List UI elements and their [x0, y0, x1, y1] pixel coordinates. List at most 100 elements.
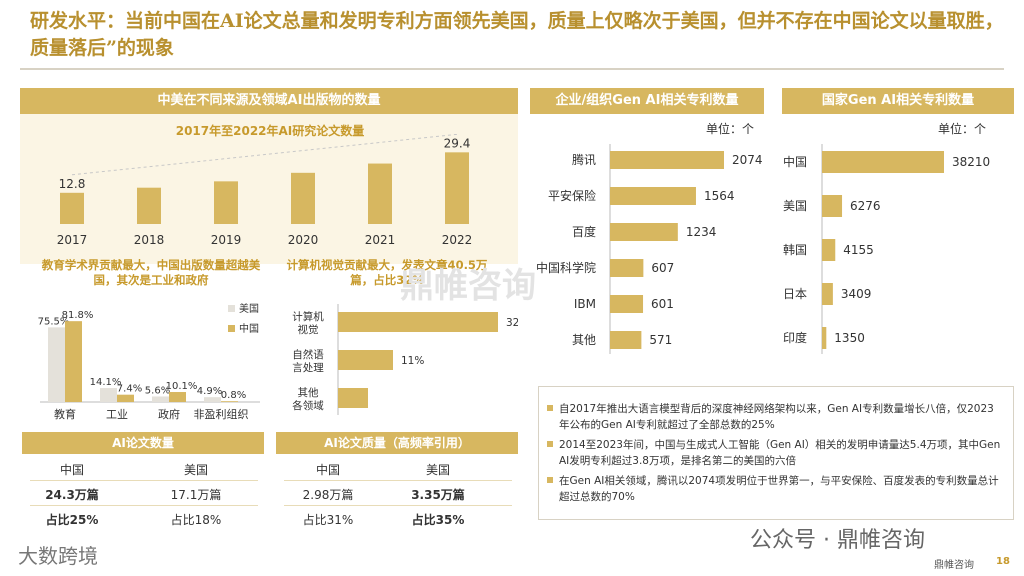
usa-value-label: 4.9% — [197, 386, 222, 397]
corp-tick-label: 其他 — [572, 333, 596, 347]
paper-bar — [368, 163, 392, 224]
china-value-label: 0.8% — [221, 390, 246, 401]
country-value-label: 1350 — [834, 331, 865, 345]
paper-bar — [214, 181, 238, 224]
corp-unit-label: 单位：个 — [706, 122, 755, 136]
year-tick-label: 2018 — [134, 233, 165, 247]
year-tick-label: 2020 — [288, 233, 319, 247]
count-usa-share: 占比18% — [170, 513, 222, 527]
year-tick-label: 2022 — [442, 233, 473, 247]
legend-usa-label: 美国 — [239, 302, 259, 315]
country-tick-label: 日本 — [783, 287, 807, 301]
field-bar — [338, 350, 393, 370]
center-watermark: 鼎帷咨询 — [400, 266, 536, 306]
country-bar — [822, 283, 833, 305]
corp-tick-label: IBM — [574, 297, 596, 311]
count-china-share: 占比25% — [45, 513, 99, 527]
papers-chart-background — [20, 114, 518, 264]
china-bar — [65, 321, 82, 402]
country-tick-label: 印度 — [783, 330, 807, 345]
count-col-usa: 美国 — [183, 463, 208, 477]
corp-bar — [610, 295, 644, 313]
country-value-label: 6276 — [850, 199, 881, 213]
usa-bar — [152, 396, 169, 402]
count-divider-1 — [30, 480, 258, 481]
field-tick-label: 自然语 — [292, 348, 324, 361]
field-tick-label: 计算机 — [292, 310, 324, 323]
category-tick-label: 工业 — [106, 408, 128, 421]
quality-col-china: 中国 — [315, 463, 340, 477]
corp-value-label: 601 — [651, 297, 674, 311]
year-tick-label: 2017 — [57, 233, 88, 247]
corp-bar — [610, 223, 678, 241]
corp-bar — [610, 259, 644, 277]
corp-tick-label: 中国科学院 — [536, 260, 596, 275]
country-bar — [822, 239, 836, 261]
category-tick-label: 教育 — [54, 407, 76, 421]
note-item: 2014至2023年间，中国与生成式人工智能（Gen AI）相关的发明申请量达5… — [547, 437, 1002, 469]
field-value-label: 32% — [506, 317, 518, 329]
usa-value-label: 14.1% — [90, 377, 122, 388]
corp-tick-label: 百度 — [572, 224, 596, 239]
edu-chart: 75.5%81.8% 教育 14.1%7.4% 工业 5.6%10.1% 政府 4.9%0.… — [38, 302, 260, 421]
corp-patent-chart: 腾讯 2074 平安保险 1564 百度 1234 中国科学院 607 IBM 601 其他 571 — [536, 144, 763, 354]
left-panel-header: 中美在不同来源及领域AI出版物的数量 — [20, 88, 518, 114]
corp-value-label: 1234 — [686, 225, 717, 239]
corp-value-label: 1564 — [704, 189, 735, 203]
paper-value-label: 29.4 — [444, 136, 471, 150]
category-tick-label: 政府 — [158, 407, 180, 421]
field-tick-label: 视觉 — [298, 323, 319, 336]
papers-chart-title: 2017年至2022年AI研究论文数量 — [175, 124, 365, 138]
quality-usa-value: 3.35万篇 — [411, 488, 465, 502]
corp-bar — [610, 187, 696, 205]
usa-bar — [48, 327, 65, 402]
field-value-label: 11% — [401, 355, 424, 367]
quality-china-value: 2.98万篇 — [302, 488, 354, 502]
papers-chart: 2017 12.8 2018 2019 2020 2021 2022 29.4 — [57, 134, 473, 247]
note-item: 在Gen AI相关领域，腾讯以2074项发明位于世界第一，与平安保险、百度发表的… — [547, 473, 1002, 505]
legend-china-swatch — [228, 325, 235, 332]
country-value-label: 38210 — [952, 155, 990, 169]
footer-brand: 鼎帷咨询 — [934, 560, 974, 571]
corp-value-label: 607 — [651, 261, 674, 275]
bullet-icon — [547, 441, 553, 447]
field-bar — [338, 312, 498, 332]
china-bar — [117, 394, 134, 402]
corp-panel-header: 企业/组织Gen AI相关专利数量 — [530, 88, 764, 114]
country-bar — [822, 151, 944, 173]
note-item: 自2017年推出大语言模型背后的深度神经网络架构以来，Gen AI专利数量增长八… — [547, 401, 1002, 433]
country-bar — [822, 195, 843, 217]
quality-divider-2 — [284, 505, 512, 506]
year-tick-label: 2021 — [365, 233, 396, 247]
corp-tick-label: 腾讯 — [572, 152, 596, 167]
trend-line — [71, 134, 458, 176]
usa-bar — [204, 397, 221, 402]
field-tick-label: 其他 — [298, 386, 319, 399]
country-value-label: 3409 — [841, 287, 872, 301]
china-value-label: 10.1% — [166, 381, 198, 392]
field-tick-label: 言处理 — [292, 361, 324, 374]
count-china-value: 24.3万篇 — [45, 488, 99, 502]
quality-divider-1 — [284, 480, 512, 481]
paper-value-label: 12.8 — [59, 177, 86, 191]
title-divider — [20, 68, 1004, 70]
corp-tick-label: 平安保险 — [548, 188, 596, 203]
country-value-label: 4155 — [843, 243, 874, 257]
country-unit-label: 单位：个 — [938, 122, 987, 136]
country-patent-chart: 中国 38210 美国 6276 韩国 4155 日本 3409 印度 1350 — [783, 144, 990, 354]
country-tick-label: 美国 — [783, 199, 807, 213]
bullet-icon — [547, 477, 553, 483]
count-usa-value: 17.1万篇 — [170, 488, 222, 502]
legend-china-label: 中国 — [239, 322, 259, 335]
corp-value-label: 571 — [649, 333, 672, 347]
corp-value-label: 2074 — [732, 153, 763, 167]
paper-bar — [60, 192, 84, 224]
category-tick-label: 非盈利组织 — [194, 407, 249, 421]
paper-bar — [445, 152, 469, 224]
quality-china-share: 占比31% — [302, 513, 354, 527]
quality-col-usa: 美国 — [425, 463, 450, 477]
country-tick-label: 韩国 — [783, 242, 807, 257]
wechat-watermark: 公众号 · 鼎帷咨询 — [750, 528, 925, 553]
notes-box: 自2017年推出大语言模型背后的深度神经网络架构以来，Gen AI专利数量增长八… — [538, 386, 1014, 520]
